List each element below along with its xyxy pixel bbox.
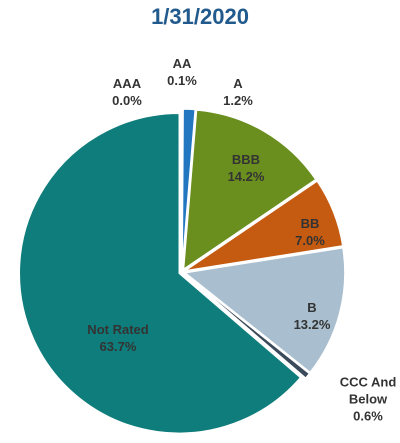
slice-label: A 1.2%: [223, 75, 253, 109]
pie-slice: [181, 108, 196, 270]
category-label: AA: [172, 56, 192, 71]
pie-slice: [183, 246, 346, 374]
value-label: 1.2%: [223, 93, 253, 108]
slice-label: Not Rated 63.7%: [87, 321, 148, 355]
category-label: B: [307, 300, 317, 315]
category-label: A: [233, 76, 243, 91]
value-label: 0.6%: [353, 408, 383, 424]
value-label: 63.7%: [99, 339, 137, 354]
slice-label: AA 0.1%: [167, 55, 197, 89]
slice-label: AAA 0.0%: [112, 75, 142, 109]
pie-slice: [18, 112, 302, 434]
pie-slice: [182, 109, 317, 271]
chart-title: 1/31/2020: [151, 4, 249, 29]
slice-label: BB 7.0%: [295, 215, 325, 249]
category-label: Not Rated: [87, 322, 149, 337]
pie-slice: [183, 273, 311, 380]
value-label: 0.0%: [112, 93, 142, 108]
value-label: 14.2%: [227, 169, 265, 184]
category-label: BB: [300, 216, 320, 231]
pie-slice: [184, 179, 344, 272]
value-label: 7.0%: [295, 233, 325, 248]
slice-label: B 13.2%: [294, 299, 331, 333]
category-label: CCC And Below: [339, 374, 397, 407]
slice-label: BBB 14.2%: [228, 151, 265, 185]
slice-label: CCC And Below 0.6%: [333, 374, 400, 425]
value-label: 0.1%: [167, 73, 197, 88]
value-label: 13.2%: [293, 317, 331, 332]
category-label: AAA: [112, 76, 142, 91]
category-label: BBB: [231, 152, 261, 167]
